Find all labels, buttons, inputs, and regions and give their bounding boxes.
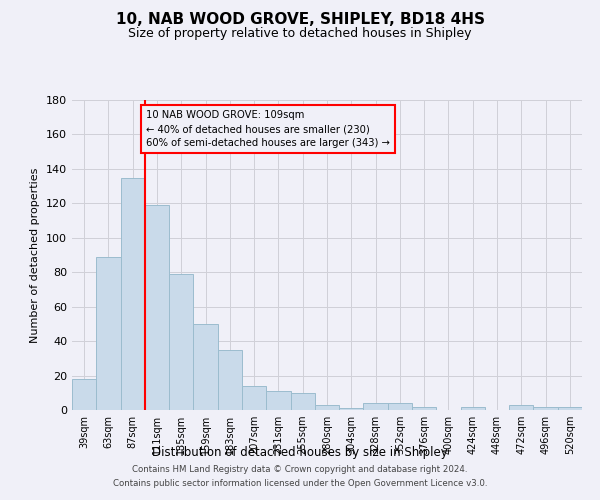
Y-axis label: Number of detached properties: Number of detached properties [31, 168, 40, 342]
Bar [218, 350, 242, 410]
Bar [388, 403, 412, 410]
Bar [266, 391, 290, 410]
Text: 10 NAB WOOD GROVE: 109sqm
← 40% of detached houses are smaller (230)
60% of semi: 10 NAB WOOD GROVE: 109sqm ← 40% of detac… [146, 110, 390, 148]
Bar [121, 178, 145, 410]
Bar [290, 393, 315, 410]
Bar [315, 405, 339, 410]
Bar [509, 405, 533, 410]
Bar [533, 406, 558, 410]
Bar [339, 408, 364, 410]
Bar [193, 324, 218, 410]
Bar [242, 386, 266, 410]
Text: Distribution of detached houses by size in Shipley: Distribution of detached houses by size … [152, 446, 448, 459]
Bar [461, 406, 485, 410]
Bar [169, 274, 193, 410]
Text: 10, NAB WOOD GROVE, SHIPLEY, BD18 4HS: 10, NAB WOOD GROVE, SHIPLEY, BD18 4HS [115, 12, 485, 28]
Bar [72, 379, 96, 410]
Bar [96, 256, 121, 410]
Bar [558, 406, 582, 410]
Text: Contains HM Land Registry data © Crown copyright and database right 2024.
Contai: Contains HM Land Registry data © Crown c… [113, 466, 487, 487]
Bar [364, 403, 388, 410]
Bar [145, 205, 169, 410]
Text: Size of property relative to detached houses in Shipley: Size of property relative to detached ho… [128, 28, 472, 40]
Bar [412, 406, 436, 410]
